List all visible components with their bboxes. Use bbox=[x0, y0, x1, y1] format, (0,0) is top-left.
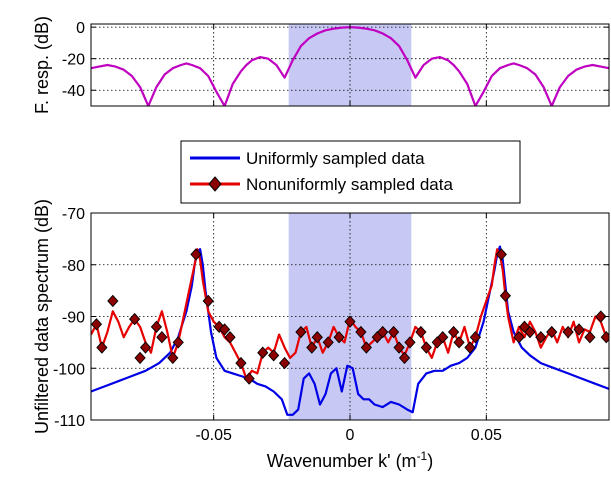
y-tick-label: -80 bbox=[62, 258, 85, 275]
data-marker bbox=[235, 356, 247, 370]
y-axis-label: Unfiltered data spectrum (dB) bbox=[32, 199, 52, 434]
data-marker bbox=[404, 336, 416, 349]
data-marker bbox=[129, 312, 141, 326]
y-tick-label: -110 bbox=[54, 413, 85, 430]
data-marker bbox=[355, 325, 367, 339]
data-marker bbox=[96, 341, 108, 354]
data-marker bbox=[469, 331, 482, 344]
y-tick-label: -40 bbox=[62, 83, 85, 100]
y-tick-label: -70 bbox=[62, 206, 85, 223]
data-marker bbox=[190, 248, 202, 261]
x-tick-label: 0.05 bbox=[471, 427, 502, 444]
data-marker bbox=[333, 331, 345, 344]
data-marker bbox=[415, 325, 427, 339]
y-axis-label: F. resp. (dB) bbox=[32, 16, 52, 114]
data-marker bbox=[393, 341, 405, 354]
series-group bbox=[91, 245, 609, 416]
data-marker bbox=[150, 320, 163, 334]
x-axis-label: Wavenumber k' (m-1) bbox=[267, 449, 433, 471]
data-marker bbox=[134, 351, 146, 365]
data-marker bbox=[213, 320, 225, 334]
data-marker bbox=[546, 325, 558, 339]
legend-label-nonuniform: Nonuniformly sampled data bbox=[246, 175, 453, 194]
data-marker bbox=[388, 325, 400, 339]
data-marker bbox=[535, 331, 547, 344]
data-marker bbox=[524, 325, 536, 339]
data-marker bbox=[243, 372, 255, 385]
legend-box bbox=[180, 140, 521, 204]
data-marker bbox=[139, 341, 152, 354]
data-marker bbox=[322, 336, 334, 349]
data-marker bbox=[91, 318, 103, 331]
data-marker bbox=[447, 325, 460, 339]
data-marker bbox=[156, 331, 168, 344]
series-line-uniformly-sampled-data bbox=[91, 245, 609, 416]
data-marker bbox=[562, 325, 574, 339]
data-marker bbox=[420, 341, 432, 354]
data-marker bbox=[344, 315, 356, 328]
data-marker bbox=[167, 351, 179, 365]
data-marker bbox=[107, 294, 119, 308]
data-marker bbox=[595, 310, 607, 323]
y-tick-label: -90 bbox=[62, 310, 85, 327]
data-marker bbox=[202, 294, 214, 308]
data-marker bbox=[495, 248, 507, 261]
x-tick-label: 0 bbox=[346, 427, 355, 444]
data-marker bbox=[218, 323, 231, 336]
data-marker bbox=[398, 351, 411, 365]
data-marker bbox=[172, 336, 184, 349]
data-marker bbox=[311, 331, 323, 344]
data-marker bbox=[453, 336, 465, 349]
filter-response-panel: 0 -20 -40 F. resp. (dB) bbox=[32, 16, 610, 114]
legend: Uniformly sampled data Nonuniformly samp… bbox=[180, 140, 521, 204]
y-tick-label: 0 bbox=[76, 20, 85, 37]
data-marker bbox=[278, 356, 291, 370]
data-marker bbox=[224, 331, 236, 344]
legend-label-uniform: Uniformly sampled data bbox=[246, 149, 425, 168]
data-marker bbox=[257, 346, 269, 359]
data-marker bbox=[584, 331, 596, 344]
data-marker bbox=[499, 289, 512, 302]
data-marker bbox=[573, 323, 585, 336]
data-marker bbox=[437, 331, 449, 344]
data-marker bbox=[377, 325, 389, 339]
data-marker bbox=[360, 341, 372, 354]
y-tick-label: -20 bbox=[62, 52, 85, 69]
data-marker bbox=[513, 331, 525, 344]
data-marker bbox=[306, 341, 318, 354]
legend-marker-nonuniform bbox=[208, 176, 222, 192]
x-tick-label: -0.05 bbox=[195, 427, 232, 444]
data-marker bbox=[600, 331, 609, 344]
spectrum-panel: -70 -80 -90 -100 -110 -0.05 0 0.05 Unfiltered da… bbox=[32, 199, 610, 471]
data-marker bbox=[464, 341, 476, 354]
data-marker bbox=[268, 349, 280, 362]
data-marker bbox=[295, 325, 307, 339]
y-tick-label: -100 bbox=[53, 361, 85, 378]
